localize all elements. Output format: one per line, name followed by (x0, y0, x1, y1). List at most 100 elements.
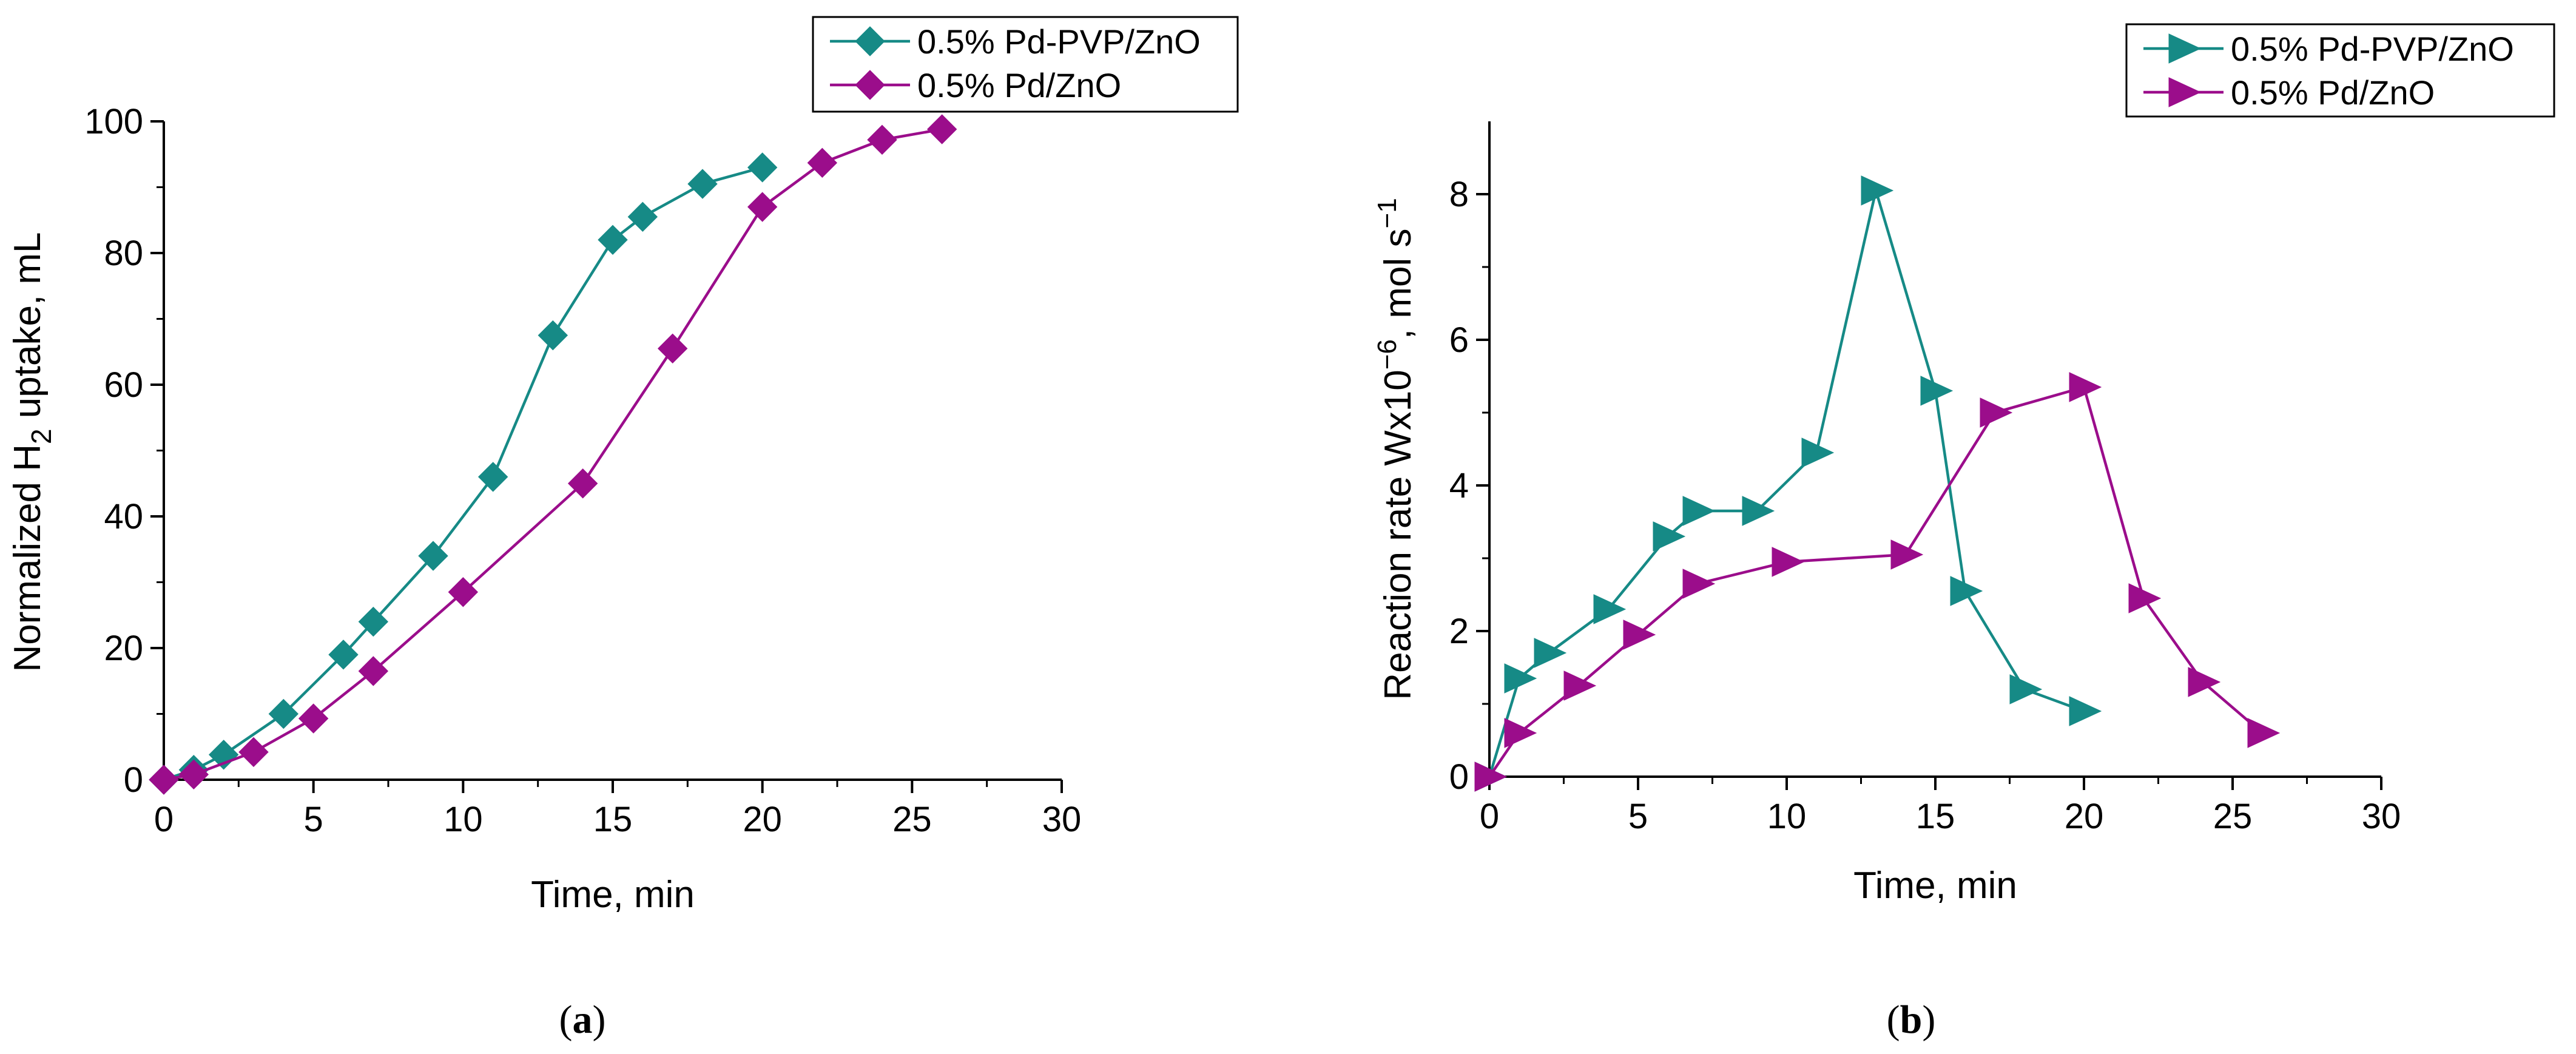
data-point (178, 759, 209, 790)
data-point (807, 147, 838, 178)
legend-marker (2168, 77, 2202, 107)
data-point (2069, 372, 2102, 402)
data-point (1890, 539, 1924, 570)
plot-area-b (1488, 121, 2381, 778)
legend-marker (855, 70, 885, 100)
y-axis-label-a-main: Normalized H (7, 444, 49, 672)
legend-box (812, 16, 1239, 113)
data-point (1504, 718, 1537, 748)
data-point (747, 152, 778, 183)
y-tick-label: 40 (104, 497, 143, 536)
data-point (1474, 762, 1508, 792)
axis-ticks-b: 0 5 10 15 20 25 30 0 2 4 6 8 (1449, 175, 2401, 836)
y-axis-label-a: Normalized H2 uptake, mL (7, 232, 57, 672)
data-point (747, 192, 778, 222)
y-tick-label: 100 (84, 102, 143, 141)
data-point (358, 606, 389, 637)
data-point (1920, 376, 1954, 406)
x-tick-label: 0 (1480, 797, 1499, 836)
legend-label: 0.5% Pd/ZnO (2231, 73, 2435, 112)
legend-label: 0.5% Pd/ZnO (917, 66, 1121, 104)
data-point (657, 333, 688, 364)
x-tick-label: 20 (2065, 797, 2104, 836)
data-point (448, 577, 479, 607)
x-tick-label: 15 (593, 800, 633, 839)
data-point (598, 225, 628, 255)
data-point (1742, 496, 1775, 526)
x-tick-label: 30 (1042, 800, 1082, 839)
series-line-2 (163, 127, 943, 782)
data-point (687, 169, 718, 199)
data-point (1653, 521, 1686, 552)
data-point (2247, 718, 2281, 748)
y-axis-label-b: Reaction rate Wx10−6, mol s−1 (1372, 198, 1419, 700)
data-point (1950, 576, 1983, 606)
x-tick-label: 0 (154, 800, 174, 839)
y-tick-label: 4 (1449, 466, 1469, 505)
data-point (1801, 437, 1835, 468)
data-point (2188, 667, 2221, 697)
y-tick-label: 80 (104, 234, 143, 273)
data-point (358, 656, 389, 686)
x-tick-label: 10 (443, 800, 483, 839)
data-point (1682, 496, 1716, 526)
data-point (1534, 638, 1567, 668)
x-tick-label: 5 (1628, 797, 1648, 836)
x-tick-label: 30 (2362, 797, 2401, 836)
data-point (538, 320, 568, 351)
data-point (149, 765, 179, 795)
legend-marker (855, 26, 885, 56)
x-tick-label: 5 (304, 800, 323, 839)
legend-label: 0.5% Pd-PVP/ZnO (917, 22, 1201, 61)
y-axis-label-b-sup2: −1 (1372, 198, 1402, 228)
data-point (298, 703, 329, 734)
y-tick-label: 0 (1449, 757, 1469, 797)
chart-panel-a: 0 5 10 15 20 25 30 0 20 40 60 80 100 Time, min Norma… (7, 16, 1239, 1042)
data-point (1504, 663, 1537, 694)
data-point (867, 124, 897, 155)
data-point (1593, 594, 1627, 624)
data-point (208, 740, 239, 770)
y-axis-label-b-sup1: −6 (1372, 339, 1402, 370)
y-tick-label: 8 (1449, 175, 1469, 214)
series-line-1 (163, 166, 763, 782)
y-tick-label: 0 (124, 760, 143, 800)
data-point (328, 640, 359, 670)
y-tick-label: 20 (104, 629, 143, 668)
legend-b: 0.5% Pd-PVP/ZnO 0.5% Pd/ZnO (2125, 23, 2555, 118)
data-point (418, 541, 448, 571)
panel-label-b: (b) (1887, 998, 1936, 1042)
x-tick-label: 25 (892, 800, 932, 839)
data-point (1623, 620, 1656, 650)
x-tick-label: 15 (1916, 797, 1955, 836)
plot-area-a (163, 121, 1062, 781)
x-axis-label-a: Time, min (531, 874, 695, 916)
x-axis-label-b: Time, min (1853, 865, 2017, 907)
chart-panel-b: 0 5 10 15 20 25 30 0 2 4 6 8 Time, min Reaction rat… (1372, 23, 2555, 1042)
y-axis-label-a-tail: uptake, mL (7, 232, 49, 428)
data-point (477, 462, 508, 492)
legend-label: 0.5% Pd-PVP/ZnO (2231, 30, 2514, 68)
panel-label-a-letter: a (573, 998, 593, 1042)
legend-a: 0.5% Pd-PVP/ZnO 0.5% Pd/ZnO (812, 16, 1239, 113)
y-axis-label-b-main: Reaction rate Wx10 (1377, 370, 1419, 700)
y-axis-label-a-sub: 2 (25, 428, 57, 444)
y-tick-label: 60 (104, 365, 143, 405)
data-point (2009, 674, 2043, 704)
panel-label-a: (a) (559, 998, 606, 1042)
series-line-2 (1488, 385, 2264, 778)
legend-marker (2168, 33, 2202, 64)
panel-label-b-letter: b (1900, 998, 1923, 1042)
data-point (1861, 175, 1894, 206)
series-layer-a (149, 114, 957, 795)
y-tick-label: 6 (1449, 320, 1469, 360)
data-point (1682, 569, 1716, 599)
x-tick-label: 20 (743, 800, 782, 839)
x-tick-label: 25 (2213, 797, 2253, 836)
data-point (2128, 583, 2162, 613)
data-point (1772, 547, 1805, 577)
x-tick-label: 10 (1767, 797, 1807, 836)
data-point (1563, 671, 1597, 701)
data-point (238, 737, 269, 768)
